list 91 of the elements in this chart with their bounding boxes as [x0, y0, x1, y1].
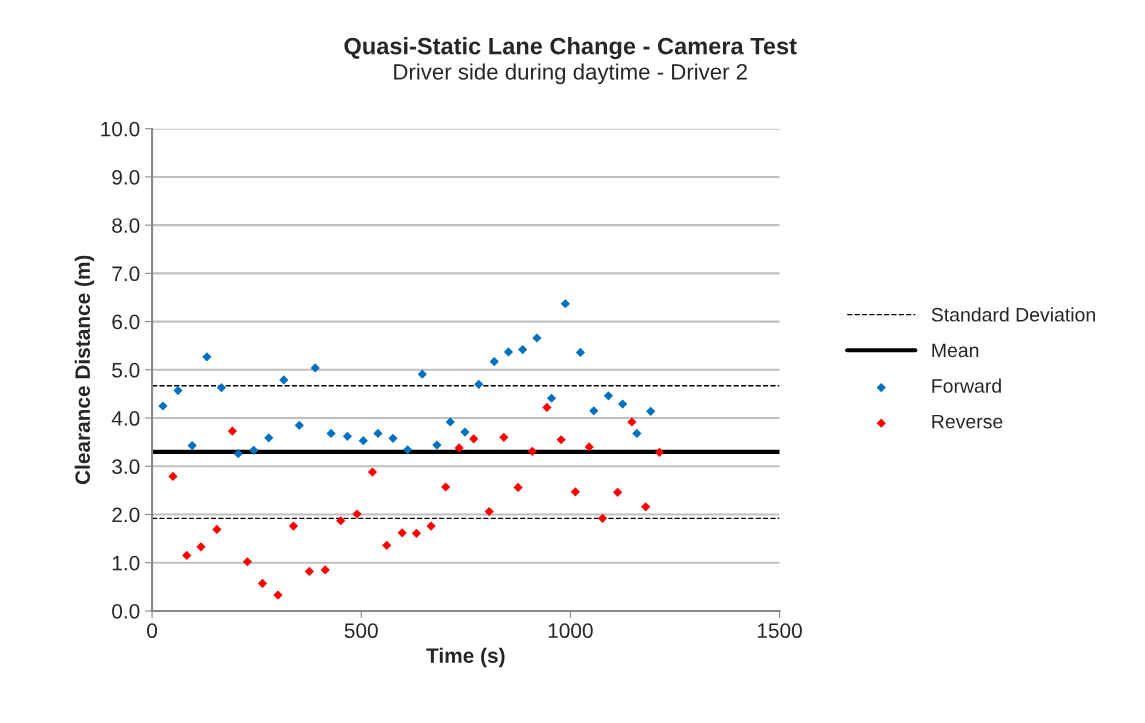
point — [469, 434, 479, 444]
point — [589, 406, 599, 416]
point — [310, 363, 320, 373]
y-tick-label: 0.0 — [112, 603, 140, 619]
legend-label: Reverse — [932, 414, 1003, 429]
chart-subtitle: Driver side during daytime - Driver 2 — [394, 63, 747, 85]
x-tick-label: 0 — [147, 623, 158, 639]
legend-label: Mean — [932, 343, 979, 358]
point — [196, 542, 206, 552]
point — [168, 471, 178, 481]
point — [320, 565, 330, 575]
x-tick-label: 500 — [344, 623, 378, 639]
point — [304, 566, 314, 576]
point — [233, 449, 243, 459]
point — [352, 509, 362, 519]
point — [527, 446, 537, 456]
point — [273, 590, 283, 600]
point — [358, 436, 368, 446]
point — [603, 391, 614, 401]
point — [556, 435, 566, 445]
legend-label: Forward — [932, 378, 1001, 393]
point — [445, 417, 455, 427]
y-tick-label: 1.0 — [112, 555, 140, 571]
point — [342, 431, 353, 441]
point — [518, 344, 528, 355]
point — [326, 428, 336, 439]
point — [441, 482, 451, 492]
y-tick-label: 5.0 — [112, 362, 140, 378]
y-tick-label: 8.0 — [112, 218, 140, 233]
point — [646, 406, 656, 416]
point — [212, 524, 222, 535]
y-tick-label: 6.0 — [112, 314, 140, 330]
point — [397, 528, 407, 538]
legend-label: Standard Deviation — [931, 307, 1095, 322]
point — [382, 540, 392, 550]
point — [460, 427, 470, 437]
y-tick-label: 9.0 — [112, 169, 140, 185]
point — [257, 578, 268, 589]
y-tick-label: 2.0 — [112, 507, 140, 523]
point — [597, 513, 608, 523]
point — [373, 428, 383, 439]
point — [216, 383, 227, 393]
chart-title: Quasi-Static Lane Change - Camera Test — [344, 37, 797, 60]
point — [249, 445, 259, 455]
point — [388, 433, 398, 443]
point — [426, 521, 436, 531]
y-tick-label: 7.0 — [112, 266, 140, 282]
x-axis-title: Time (s) — [426, 647, 505, 668]
point — [542, 402, 552, 413]
point — [532, 333, 542, 343]
point — [202, 352, 212, 362]
point — [403, 445, 413, 455]
x-tick-label: 1500 — [757, 623, 802, 639]
point — [570, 487, 580, 497]
x-tick-label: 1000 — [548, 623, 593, 639]
point — [632, 428, 642, 439]
point — [454, 443, 464, 453]
point — [560, 299, 570, 309]
point — [264, 433, 274, 443]
point — [432, 440, 442, 450]
y-axis-title: Clearance Distance (m) — [74, 255, 95, 485]
point — [627, 417, 637, 427]
point — [288, 521, 299, 531]
point — [173, 385, 183, 396]
point — [187, 440, 197, 451]
point — [513, 482, 523, 493]
point — [227, 426, 237, 436]
point — [182, 550, 192, 561]
point — [499, 432, 509, 442]
point — [417, 369, 427, 379]
point — [654, 447, 665, 457]
point — [336, 516, 346, 526]
point — [489, 357, 499, 367]
point — [158, 401, 168, 411]
point — [613, 487, 623, 497]
point — [546, 393, 557, 403]
point — [294, 420, 304, 430]
point — [584, 442, 594, 452]
point — [503, 347, 514, 357]
point — [618, 399, 628, 409]
y-tick-label: 4.0 — [111, 411, 140, 426]
point — [474, 379, 484, 389]
point — [484, 506, 494, 517]
point — [411, 528, 422, 538]
point — [641, 502, 651, 512]
point — [575, 347, 586, 358]
point — [242, 557, 253, 567]
y-tick-label: 10.0 — [101, 121, 140, 137]
point — [367, 467, 378, 477]
point — [279, 375, 289, 385]
y-tick-label: 3.0 — [112, 459, 140, 475]
